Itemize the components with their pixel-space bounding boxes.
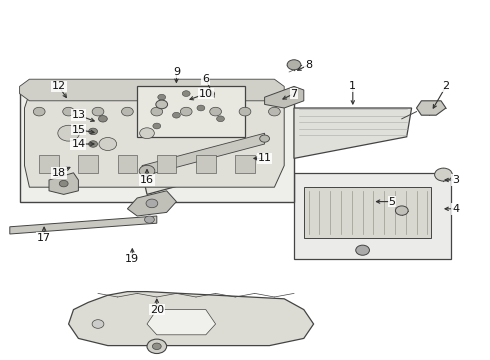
Text: 19: 19: [125, 254, 139, 264]
Text: 4: 4: [452, 204, 459, 214]
Circle shape: [172, 112, 180, 118]
Circle shape: [58, 125, 79, 141]
Circle shape: [207, 91, 215, 96]
Polygon shape: [39, 155, 59, 173]
Polygon shape: [416, 101, 446, 115]
Polygon shape: [294, 108, 412, 158]
Text: 17: 17: [37, 233, 51, 243]
Text: 3: 3: [452, 175, 459, 185]
Polygon shape: [118, 155, 137, 173]
Text: 14: 14: [72, 139, 85, 149]
Circle shape: [145, 216, 154, 223]
Circle shape: [140, 128, 154, 139]
Polygon shape: [196, 155, 216, 173]
Polygon shape: [78, 155, 98, 173]
Circle shape: [151, 107, 163, 116]
Circle shape: [92, 320, 104, 328]
Text: 15: 15: [72, 125, 85, 135]
Polygon shape: [49, 173, 78, 194]
Circle shape: [287, 60, 301, 70]
Circle shape: [158, 94, 166, 100]
Circle shape: [99, 138, 117, 150]
Circle shape: [435, 168, 452, 181]
Circle shape: [122, 107, 133, 116]
Text: 13: 13: [72, 110, 85, 120]
Circle shape: [180, 107, 192, 116]
Text: 6: 6: [202, 74, 209, 84]
Circle shape: [217, 116, 224, 122]
Text: 2: 2: [442, 81, 449, 91]
Polygon shape: [69, 292, 314, 346]
Circle shape: [146, 199, 158, 208]
Circle shape: [152, 343, 161, 350]
Text: 1: 1: [349, 81, 356, 91]
Circle shape: [92, 107, 104, 116]
Polygon shape: [20, 90, 294, 202]
Circle shape: [239, 107, 251, 116]
Circle shape: [153, 123, 161, 129]
Circle shape: [98, 116, 107, 122]
Text: 7: 7: [291, 89, 297, 99]
Circle shape: [33, 107, 45, 116]
Circle shape: [63, 107, 74, 116]
Polygon shape: [10, 216, 157, 234]
Circle shape: [182, 91, 190, 96]
Circle shape: [156, 100, 168, 109]
Polygon shape: [24, 94, 284, 187]
Text: 12: 12: [52, 81, 66, 91]
Polygon shape: [265, 86, 304, 108]
Circle shape: [89, 141, 98, 147]
Text: 5: 5: [389, 197, 395, 207]
Text: 18: 18: [52, 168, 66, 178]
Polygon shape: [294, 173, 451, 259]
Polygon shape: [304, 187, 431, 238]
Circle shape: [59, 180, 68, 187]
Polygon shape: [142, 133, 265, 176]
Polygon shape: [235, 155, 255, 173]
Text: 8: 8: [305, 60, 312, 70]
Circle shape: [210, 107, 221, 116]
Text: 16: 16: [140, 175, 154, 185]
Polygon shape: [250, 148, 279, 173]
Circle shape: [260, 135, 270, 142]
Circle shape: [356, 245, 369, 255]
Polygon shape: [147, 310, 216, 335]
Polygon shape: [137, 115, 279, 194]
Circle shape: [89, 128, 98, 135]
Circle shape: [197, 105, 205, 111]
Polygon shape: [157, 155, 176, 173]
Text: 11: 11: [258, 153, 271, 163]
Text: 20: 20: [150, 305, 164, 315]
Circle shape: [269, 107, 280, 116]
Polygon shape: [20, 79, 284, 101]
Circle shape: [139, 165, 155, 177]
Circle shape: [395, 206, 408, 215]
Text: 10: 10: [199, 89, 213, 99]
Polygon shape: [137, 86, 245, 137]
Circle shape: [147, 339, 167, 354]
Text: 9: 9: [173, 67, 180, 77]
Polygon shape: [127, 191, 176, 216]
